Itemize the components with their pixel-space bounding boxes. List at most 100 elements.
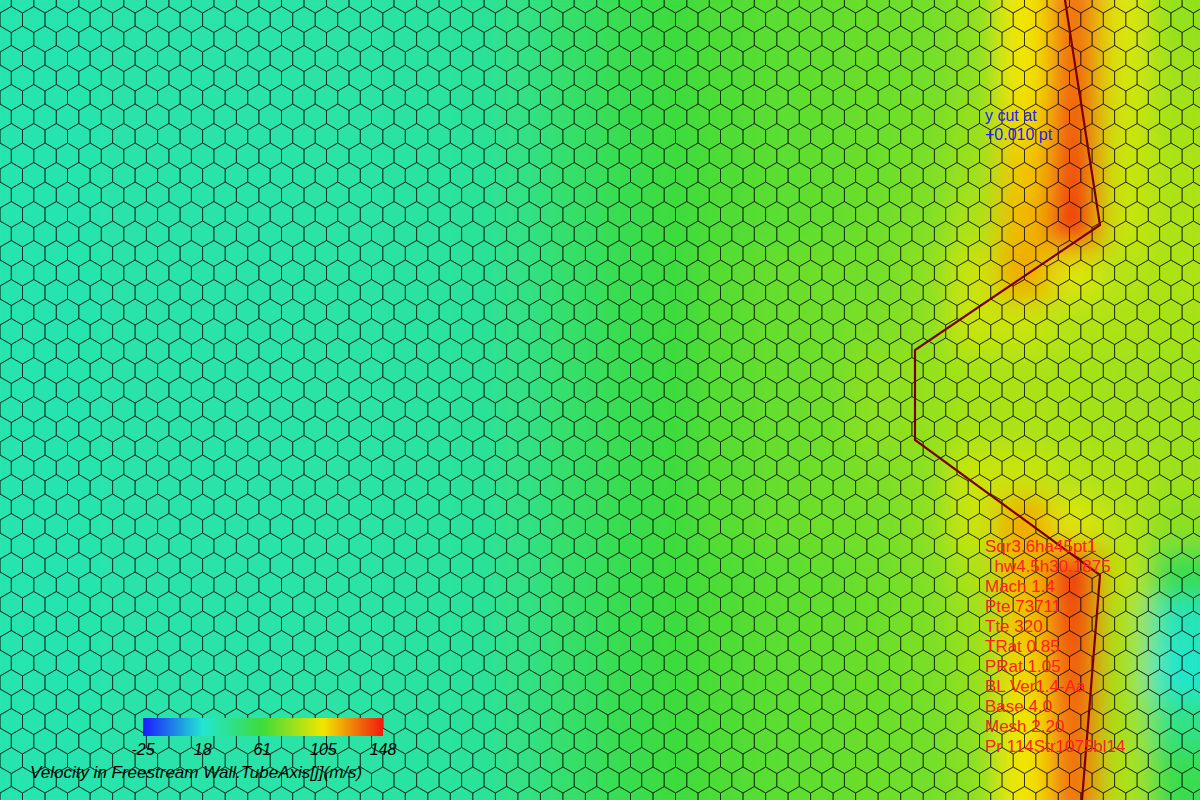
cell (599, 299, 651, 351)
cell (549, 499, 601, 551)
cell (449, 0, 501, 51)
cell (849, 499, 901, 551)
cell (299, 199, 351, 251)
cell (549, 299, 601, 351)
colorbar-tick-label: 105 (310, 741, 337, 758)
cell (899, 349, 951, 401)
cell (49, 149, 101, 201)
cell (0, 499, 51, 551)
case-info: BL Ver1.4-Aa (985, 677, 1086, 696)
cell (249, 199, 301, 251)
cell (1149, 249, 1200, 301)
cell (999, 349, 1051, 401)
cell (49, 349, 101, 401)
cell (299, 499, 351, 551)
cell (749, 599, 801, 651)
cell (399, 149, 451, 201)
cell (349, 499, 401, 551)
cell (799, 149, 851, 201)
case-info: Sqr3.6ha45pt1 (985, 537, 1097, 556)
cell (449, 349, 501, 401)
cell (149, 399, 201, 451)
cell (99, 0, 151, 51)
cell (99, 249, 151, 301)
cell (0, 699, 51, 751)
cell (749, 699, 801, 751)
cell (399, 699, 451, 751)
case-info: Mesh 2.20 (985, 717, 1064, 736)
cell (99, 599, 151, 651)
cell (0, 249, 51, 301)
cell (549, 599, 601, 651)
cell (499, 99, 551, 151)
cell (749, 199, 801, 251)
cell (849, 0, 901, 51)
cell (799, 299, 851, 351)
cell (799, 599, 851, 651)
cell (0, 99, 51, 151)
cell (1149, 699, 1200, 751)
cell (349, 599, 401, 651)
cell (149, 649, 201, 701)
cell (249, 499, 301, 551)
cell (1099, 299, 1151, 351)
cell (549, 0, 601, 51)
cell (899, 49, 951, 101)
cell (99, 49, 151, 101)
cell (849, 299, 901, 351)
cell (0, 49, 51, 101)
cell (599, 599, 651, 651)
cell (399, 599, 451, 651)
cell (399, 99, 451, 151)
case-info: Pr 114Str1075bl14 (985, 737, 1126, 756)
mesh (0, 0, 1200, 800)
cell (1049, 0, 1101, 51)
cell (749, 399, 801, 451)
cell (1049, 49, 1101, 101)
cell (399, 299, 451, 351)
cell (399, 349, 451, 401)
case-info: Base 4.0 (985, 697, 1052, 716)
cell (549, 49, 601, 101)
cell (299, 649, 351, 701)
cell (849, 149, 901, 201)
cell (149, 499, 201, 551)
cell (449, 499, 501, 551)
cell (599, 499, 651, 551)
cell (699, 199, 751, 251)
cell (49, 599, 101, 651)
cell (249, 149, 301, 201)
cell (449, 249, 501, 301)
cell (1149, 349, 1200, 401)
cell (899, 99, 951, 151)
cell (549, 99, 601, 151)
cell (249, 449, 301, 501)
cell (799, 649, 851, 701)
cell (1149, 599, 1200, 651)
cell (749, 249, 801, 301)
cell (0, 599, 51, 651)
cell (649, 0, 701, 51)
cell (149, 149, 201, 201)
cell (799, 349, 851, 401)
cell (549, 349, 601, 401)
cell (649, 449, 701, 501)
cell (399, 0, 451, 51)
cell (899, 249, 951, 301)
cell (999, 0, 1051, 51)
cell (99, 199, 151, 251)
cell (999, 49, 1051, 101)
cell (999, 749, 1051, 800)
cell (299, 599, 351, 651)
cell (749, 49, 801, 101)
cell (349, 49, 401, 101)
cell (599, 149, 651, 201)
cell (449, 449, 501, 501)
cell (599, 399, 651, 451)
cell (1049, 299, 1101, 351)
cell (399, 499, 451, 551)
cell (249, 249, 301, 301)
colorbar-tick-label: 148 (370, 741, 397, 758)
cell (1099, 649, 1151, 701)
cell (1099, 349, 1151, 401)
